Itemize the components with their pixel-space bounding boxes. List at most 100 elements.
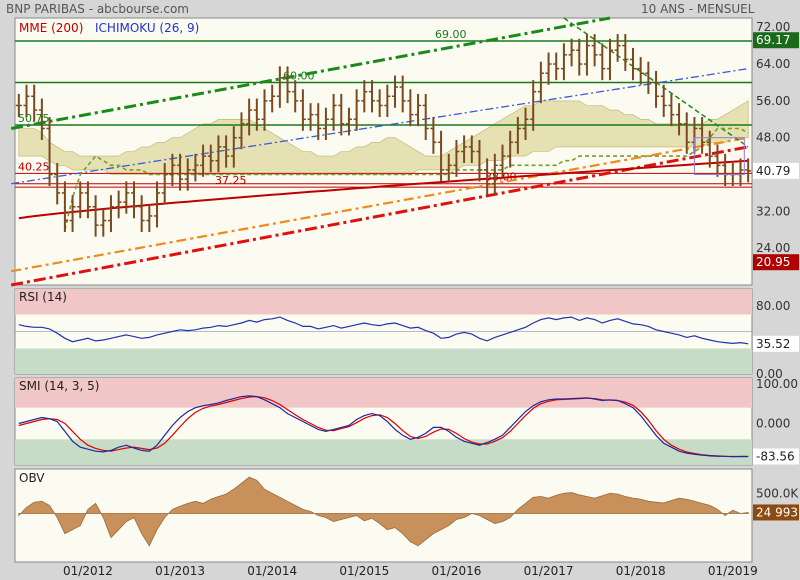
level-label-3: 40.25 (18, 160, 50, 173)
ohlc-bar (223, 135, 230, 168)
ohlc-bar (368, 80, 375, 113)
tag-last: 40.79 (756, 164, 790, 178)
smi-line (18, 395, 749, 458)
x-tick-label: 01/2015 (339, 564, 389, 578)
ohlc-bar (330, 93, 337, 131)
ohlc-bar (123, 181, 130, 214)
ohlc-bar (207, 144, 214, 173)
smi-tag-bg (753, 448, 799, 465)
ohlc-bar (92, 195, 99, 237)
ohlc-bar (284, 66, 291, 104)
x-tick-label: 01/2012 (63, 564, 113, 578)
ohlc-bar (599, 43, 606, 81)
tag-last-bg (753, 162, 799, 179)
ohlc-bar (146, 204, 153, 233)
ohlc-bar (177, 153, 184, 191)
rsi-oversold-zone (15, 348, 752, 374)
ohlc-bar (184, 158, 191, 191)
ohlc-bar (468, 135, 475, 164)
ohlc-bar (138, 195, 145, 233)
smi-signal-line (18, 395, 749, 458)
ohlc-bar (537, 61, 544, 104)
ichimoku-lagging-span (64, 127, 749, 230)
price-ytick: 64.00 (756, 57, 790, 71)
ohlc-bar (315, 103, 322, 140)
uptrend-blue (11, 67, 749, 185)
obv-label: OBV (19, 471, 45, 485)
ohlc-bar (438, 130, 445, 182)
ohlc-bar (376, 89, 383, 117)
ohlc-bar (100, 209, 107, 237)
tag-low-bg (753, 254, 799, 271)
ohlc-bar (292, 80, 299, 113)
price-ytick: 48.00 (756, 131, 790, 145)
price-ytick: 72.00 (756, 20, 790, 34)
rsi-ytick: 80.00 (756, 299, 790, 313)
ohlc-bar (683, 112, 690, 154)
smi-panel-group: SMI (14, 3, 5) 100.00 0.000 -83.56 (15, 377, 799, 465)
x-tick-label: 01/2018 (616, 564, 666, 578)
ohlc-bar (238, 112, 245, 150)
smi-last-value: -83.56 (756, 450, 795, 464)
ohlc-bar (453, 139, 460, 177)
ohlc-bar (130, 181, 137, 219)
smi-ytick: 100.00 (756, 377, 798, 391)
ohlc-bar (422, 93, 429, 140)
ohlc-bar (645, 61, 652, 94)
tag-top-bg (753, 32, 799, 49)
smi-overbought-zone (15, 378, 752, 408)
ohlc-bar (54, 163, 61, 205)
ohlc-bar (545, 52, 552, 85)
price-ytick: 56.00 (756, 94, 790, 108)
ohlc-bar (714, 144, 721, 177)
ohlc-bar (307, 103, 314, 131)
ohlc-bar (445, 153, 452, 182)
ohlc-bar (46, 116, 53, 187)
ohlc-bar (553, 52, 560, 81)
ohlc-bar (169, 153, 176, 187)
ohlc-bar (77, 181, 84, 219)
smi-label: SMI (14, 3, 5) (19, 379, 99, 393)
ohlc-bar (161, 163, 168, 205)
ohlc-bar (653, 70, 660, 108)
smi-oversold-zone (15, 439, 752, 465)
x-tick-label: 01/2016 (432, 564, 482, 578)
ohlc-bar (622, 34, 629, 71)
ohlc-bar (115, 190, 122, 219)
ohlc-bar (192, 153, 199, 182)
chart-title: BNP PARIBAS - abcbourse.com (6, 2, 189, 16)
ohlc-bar (660, 84, 667, 117)
ohlc-bar (484, 158, 491, 196)
ohlc-bar (514, 116, 521, 154)
rsi-overbought-zone (15, 289, 752, 315)
ohlc-bar (246, 98, 253, 136)
tag-top: 69.17 (756, 33, 790, 47)
rsi-line (18, 316, 749, 345)
ohlc-bar (630, 47, 637, 81)
uptrend-orange (10, 136, 749, 273)
ohlc-bar (384, 84, 391, 117)
chart-period: 10 ANS - MENSUEL (641, 2, 755, 16)
ohlc-bar (399, 75, 406, 113)
ohlc-bar (69, 195, 76, 233)
ohlc-bar (568, 38, 575, 67)
ohlc-bar (230, 126, 237, 168)
ohlc-bar (491, 153, 498, 196)
rsi-tag-bg (753, 335, 799, 352)
ohlc-bar (154, 181, 161, 228)
ohlc-bar (583, 34, 590, 76)
x-tick-label: 01/2019 (708, 564, 758, 578)
x-axis: 01/2012 01/2013 01/2014 01/2015 01/2016 01/20… (63, 564, 758, 578)
ohlc-bar (676, 103, 683, 136)
ohlc-bar (31, 84, 38, 122)
rsi-label: RSI (14) (19, 290, 67, 304)
ohlc-bar (322, 107, 329, 140)
ohlc-bar (606, 38, 613, 81)
obv-ytick: 500.0K (756, 486, 799, 500)
highlight-box (693, 137, 745, 176)
x-tick-label: 01/2013 (155, 564, 205, 578)
ohlc-bar (261, 89, 268, 131)
ohlc-bar (522, 107, 529, 140)
legend-mme: MME (200) (19, 21, 83, 35)
